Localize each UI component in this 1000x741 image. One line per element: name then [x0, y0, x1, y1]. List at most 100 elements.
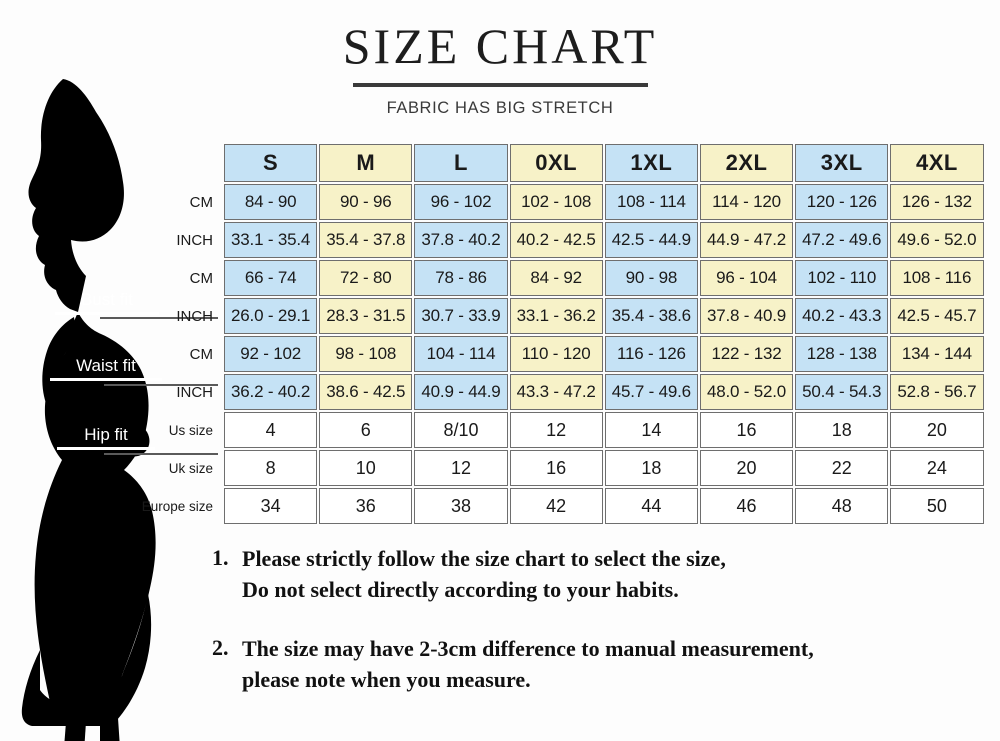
- table-row: CM 92 - 102 98 - 108 104 - 114 110 - 120 116 …: [126, 336, 984, 372]
- cell-2xl-cm: 122 - 132: [699, 336, 794, 372]
- column-header-0xl: 0XL: [509, 144, 603, 182]
- cell-2xl-cm: 114 - 120: [699, 184, 794, 220]
- note-line-1: Please strictly follow the size chart to…: [242, 546, 726, 571]
- cell-3xl-cm: 102 - 110: [795, 260, 889, 296]
- cell-4xl-us-size: 20: [890, 412, 984, 448]
- row-label-inch: INCH: [176, 307, 213, 325]
- cell-4xl-inch: 42.5 - 45.7: [890, 298, 984, 334]
- cell-3xl-europe-size: 48: [795, 488, 889, 524]
- cell-1xl-us-size: 14: [604, 412, 698, 448]
- cell-1xl-cm: 116 - 126: [604, 336, 698, 372]
- cell-0xl-inch: 33.1 - 36.2: [509, 298, 603, 334]
- page-subtitle: FABRIC HAS BIG STRETCH: [386, 99, 614, 117]
- cell-1xl-europe-size: 44: [604, 488, 698, 524]
- cell-l-uk-size: 12: [414, 450, 508, 486]
- bust-leader-line: [100, 317, 218, 319]
- cell-2xl-inch: 44.9 - 47.2: [699, 222, 794, 258]
- cell-1xl-cm: 90 - 98: [604, 260, 698, 296]
- cell-s-us-size: 4: [224, 412, 318, 448]
- row-label-inch: INCH: [176, 231, 213, 249]
- cell-s-cm: 92 - 102: [224, 336, 318, 372]
- chart-header: SIZE CHART FABRIC HAS BIG STRETCH: [0, 18, 1000, 118]
- waist-fit-underline: [50, 378, 162, 381]
- waist-leader-line: [104, 384, 218, 386]
- cell-m-uk-size: 10: [319, 450, 413, 486]
- header-row: S M L 0XL 1XL 2XL 3XL 4XL: [126, 144, 984, 182]
- cell-3xl-uk-size: 22: [795, 450, 889, 486]
- table-row: INCH 26.0 - 29.1 28.3 - 31.5 30.7 - 33.9 33.…: [126, 298, 984, 334]
- column-header-l: L: [414, 144, 508, 182]
- hip-leader-line: [104, 453, 218, 455]
- table-row: CM 66 - 74 72 - 80 78 - 86 84 - 92 90 - 98 96 …: [126, 260, 984, 296]
- cell-4xl-inch: 49.6 - 52.0: [890, 222, 984, 258]
- cell-4xl-cm: 126 - 132: [890, 184, 984, 220]
- note-line-2: please note when you measure.: [242, 667, 531, 692]
- column-header-1xl: 1XL: [604, 144, 698, 182]
- cell-4xl-europe-size: 50: [890, 488, 984, 524]
- cell-4xl-cm: 108 - 116: [890, 260, 984, 296]
- table-row: INCH 33.1 - 35.4 35.4 - 37.8 37.8 - 40.2 40.…: [126, 222, 984, 258]
- size-chart-table-container: S M L 0XL 1XL 2XL 3XL 4XL CM 84 - 90 90 - 96 96 - …: [124, 142, 984, 526]
- cell-0xl-cm: 102 - 108: [509, 184, 603, 220]
- waist-fit-label: Waist fit: [50, 356, 162, 381]
- cell-4xl-uk-size: 24: [890, 450, 984, 486]
- size-chart-table: S M L 0XL 1XL 2XL 3XL 4XL CM 84 - 90 90 - 96 96 - …: [124, 142, 986, 526]
- hip-fit-text: Hip fit: [84, 425, 128, 444]
- note-text: Please strictly follow the size chart to…: [242, 543, 726, 605]
- note-number: 2.: [212, 635, 229, 660]
- cell-1xl-cm: 108 - 114: [604, 184, 698, 220]
- cell-m-cm: 90 - 96: [319, 184, 413, 220]
- row-label-uk-size: Uk size: [168, 460, 213, 476]
- cell-4xl-inch: 52.8 - 56.7: [890, 374, 984, 410]
- cell-l-inch: 37.8 - 40.2: [414, 222, 508, 258]
- cell-m-inch: 28.3 - 31.5: [319, 298, 413, 334]
- cell-1xl-inch: 35.4 - 38.6: [604, 298, 698, 334]
- table-row: CM 84 - 90 90 - 96 96 - 102 102 - 108 108 - 1…: [126, 184, 984, 220]
- cell-0xl-inch: 43.3 - 47.2: [509, 374, 603, 410]
- cell-s-europe-size: 34: [224, 488, 318, 524]
- note-text: The size may have 2-3cm difference to ma…: [242, 633, 814, 695]
- table-body: CM 84 - 90 90 - 96 96 - 102 102 - 108 108 - 1…: [126, 184, 984, 524]
- row-label-cm: CM: [189, 269, 213, 287]
- cell-3xl-inch: 40.2 - 43.3: [795, 298, 889, 334]
- cell-2xl-uk-size: 20: [699, 450, 794, 486]
- cell-1xl-inch: 45.7 - 49.6: [604, 374, 698, 410]
- cell-3xl-us-size: 18: [795, 412, 889, 448]
- model-silhouette: Bust fit Waist fit Hip fit: [0, 62, 230, 741]
- notes-section: 1. Please strictly follow the size chart…: [212, 543, 972, 723]
- cell-0xl-inch: 40.2 - 42.5: [509, 222, 603, 258]
- title-divider: [352, 83, 648, 87]
- table-row: Us size 4 6 8/10 12 14 16 18 20: [126, 412, 984, 448]
- cell-0xl-us-size: 12: [509, 412, 603, 448]
- cell-0xl-cm: 110 - 120: [509, 336, 603, 372]
- column-header-4xl: 4XL: [890, 144, 984, 182]
- note-line-2: Do not select directly according to your…: [242, 577, 679, 602]
- cell-3xl-cm: 120 - 126: [795, 184, 889, 220]
- cell-m-cm: 98 - 108: [319, 336, 413, 372]
- hip-fit-label: Hip fit: [57, 425, 155, 450]
- cell-m-cm: 72 - 80: [319, 260, 413, 296]
- row-label-inch: INCH: [176, 383, 213, 401]
- cell-0xl-europe-size: 42: [509, 488, 603, 524]
- cell-l-inch: 30.7 - 33.9: [414, 298, 508, 334]
- page-title: SIZE CHART: [342, 18, 658, 74]
- cell-2xl-inch: 37.8 - 40.9: [699, 298, 794, 334]
- column-header-2xl: 2XL: [699, 144, 794, 182]
- cell-s-cm: 84 - 90: [224, 184, 318, 220]
- cell-m-inch: 38.6 - 42.5: [319, 374, 413, 410]
- cell-m-inch: 35.4 - 37.8: [319, 222, 413, 258]
- waist-fit-text: Waist fit: [76, 356, 136, 375]
- cell-s-inch: 33.1 - 35.4: [224, 222, 318, 258]
- cell-l-inch: 40.9 - 44.9: [414, 374, 508, 410]
- note-item: 2. The size may have 2-3cm difference to…: [212, 633, 972, 695]
- hip-fit-underline: [57, 447, 155, 450]
- cell-m-europe-size: 36: [319, 488, 413, 524]
- cell-2xl-us-size: 16: [699, 412, 794, 448]
- corner-cell: [126, 144, 222, 182]
- cell-s-uk-size: 8: [224, 450, 318, 486]
- cell-2xl-europe-size: 46: [699, 488, 794, 524]
- table-row: INCH 36.2 - 40.2 38.6 - 42.5 40.9 - 44.9 43.…: [126, 374, 984, 410]
- cell-0xl-uk-size: 16: [509, 450, 603, 486]
- bust-fit-underline: [55, 312, 159, 315]
- cell-4xl-cm: 134 - 144: [890, 336, 984, 372]
